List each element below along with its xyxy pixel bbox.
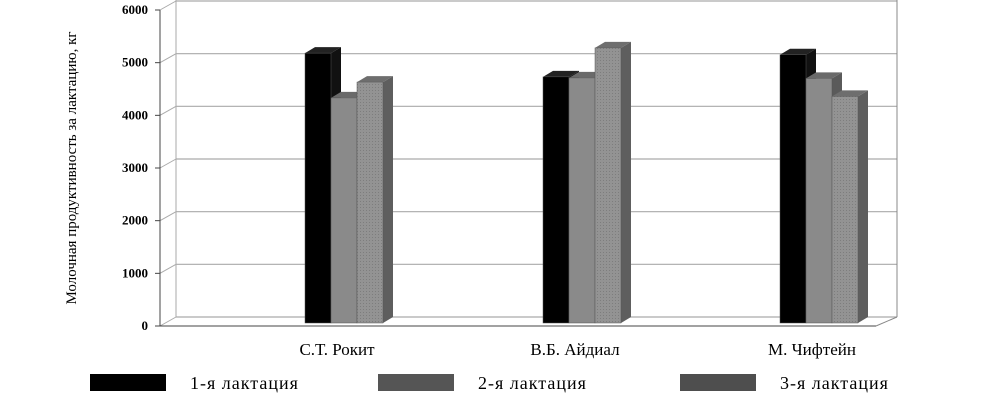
category-labels: С.Т. Рокит В.Б. Айдиал М. Чифтейн — [299, 340, 856, 359]
bars — [304, 41, 868, 324]
bar-3 — [356, 76, 393, 324]
gridlines — [159, 0, 898, 327]
bar-3 — [831, 90, 868, 324]
category-label: С.Т. Рокит — [299, 340, 375, 359]
bar-front — [568, 77, 596, 324]
y-tick-label: 1000 — [122, 265, 148, 280]
bar-top — [780, 48, 816, 55]
y-tick-label: 2000 — [122, 213, 148, 228]
bar-front — [304, 52, 332, 324]
category-label: М. Чифтейн — [768, 340, 856, 359]
gridline-side — [159, 158, 177, 169]
y-tick-label: 0 — [142, 318, 149, 333]
bar-front — [330, 97, 358, 324]
gridline-side — [159, 105, 177, 116]
bar-top — [543, 70, 579, 77]
bar-front — [542, 76, 570, 324]
bar-3 — [594, 41, 631, 324]
bar-side — [621, 41, 631, 323]
y-tick-label: 5000 — [122, 55, 148, 70]
bar-top — [832, 90, 868, 97]
bar-front — [594, 47, 622, 324]
gridline-side — [159, 0, 177, 11]
y-axis-label: Молочная продуктивность за лактацию, кг — [64, 31, 80, 304]
bar-top — [357, 76, 393, 83]
category-label: В.Б. Айдиал — [530, 340, 620, 359]
y-tick-label: 4000 — [122, 107, 148, 122]
gridline-side — [159, 53, 177, 64]
gridline-side — [159, 316, 177, 327]
bar-front — [779, 54, 807, 324]
legend-label-1: 1-я лактация — [190, 373, 299, 393]
bar-side — [383, 76, 393, 323]
bar-top — [806, 72, 842, 79]
legend-swatch-3 — [680, 374, 756, 391]
y-tick-label: 3000 — [122, 160, 148, 175]
legend-swatch-1 — [90, 374, 166, 391]
y-tick-labels: 0 1000 2000 3000 4000 5000 6000 — [122, 2, 148, 333]
bar-top — [595, 41, 631, 48]
bar-front — [805, 78, 833, 324]
gridline-side — [159, 211, 177, 222]
bar-side — [858, 90, 868, 323]
legend: 1-я лактация 2-я лактация 3-я лактация — [90, 373, 889, 393]
bar-front — [356, 81, 384, 324]
legend-label-3: 3-я лактация — [780, 373, 889, 393]
axes — [155, 9, 898, 327]
y-tick-label: 6000 — [122, 2, 148, 17]
bar-top — [305, 47, 341, 54]
gridline-side — [159, 263, 177, 274]
bar-front — [831, 96, 859, 324]
legend-swatch-2 — [378, 374, 454, 391]
legend-label-2: 2-я лактация — [478, 373, 587, 393]
floor-right — [875, 316, 898, 327]
